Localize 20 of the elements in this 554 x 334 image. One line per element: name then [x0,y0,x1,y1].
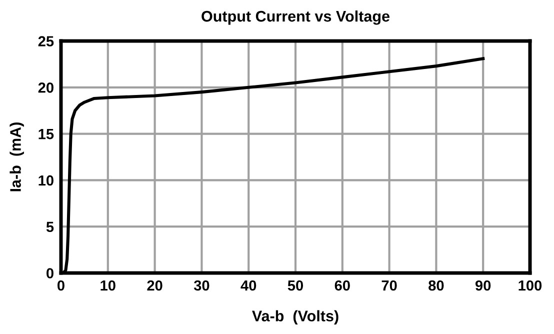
x-tick-label: 90 [475,280,491,291]
y-tick-label: 0 [46,268,54,278]
x-tick-label: 50 [288,280,304,291]
y-tick-label: 5 [46,222,54,232]
y-tick-label: 25 [38,36,54,46]
x-tick-label: 100 [518,280,542,291]
x-axis-title: Va-b (Volts) [252,310,338,324]
y-tick-label: 10 [38,175,54,186]
x-tick-label: 70 [382,280,397,291]
x-tick-label: 20 [147,280,162,291]
y-tick-label: 15 [38,129,54,140]
chart-title: Output Current vs Voltage [202,10,390,25]
y-tick-label: 20 [38,82,54,93]
x-tick-label: 30 [194,280,210,291]
y-axis-title: Ia-b (mA) [10,122,24,192]
x-tick-label: 40 [240,280,256,291]
x-tick-label: 0 [58,280,64,291]
x-tick-label: 80 [428,280,444,291]
x-tick-label: 10 [100,280,116,291]
x-tick-label: 60 [334,280,350,291]
